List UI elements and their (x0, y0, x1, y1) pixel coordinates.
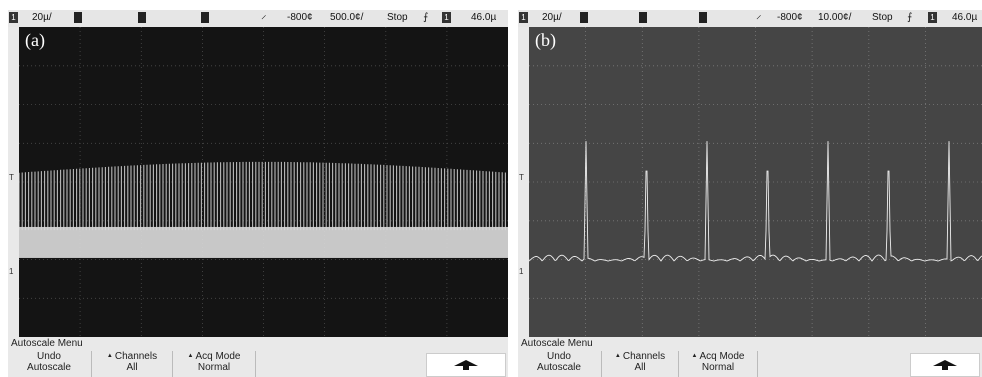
panel-label: (b) (535, 30, 556, 50)
channel-indicator[interactable]: 1 (519, 12, 528, 23)
waveform-trace (529, 141, 982, 262)
waveform-screen: (b) (529, 27, 982, 337)
softkey-row: Undo Autoscale ▲ Channels All ▲ Acq Mode N… (518, 351, 982, 377)
trace-band (19, 226, 508, 258)
trigger-level[interactable]: 46.0µ (471, 12, 497, 23)
empty-softkey[interactable] (757, 351, 908, 377)
waveform-display (529, 27, 982, 337)
rising-edge-icon: ⸍ (261, 14, 267, 26)
trigger-level[interactable]: 46.0µ (952, 12, 978, 23)
undo-autoscale-softkey[interactable]: Undo Autoscale (8, 351, 90, 377)
channel-2-block (74, 12, 82, 23)
softkey-line1: Channels (114, 351, 158, 362)
time-per-div[interactable]: 500.0¢/ (330, 12, 364, 23)
marker-strip: T 1 (8, 27, 19, 337)
marker-strip: T 1 (518, 27, 529, 337)
channels-softkey[interactable]: ▲ Channels All (91, 351, 172, 377)
volts-per-div[interactable]: 20µ/ (542, 12, 562, 23)
softkey-line1: Channels (622, 351, 666, 362)
waveform-display (19, 27, 508, 337)
status-bar: 1 20µ/ ⸍ -800¢ 10.00¢/ Stop ⨍ 1 46.0µ (518, 10, 982, 27)
softkey-line2: Autoscale (537, 362, 581, 373)
status-bar: 1 20µ/ ⸍ -800¢ 500.0¢/ Stop ⨍ 1 46.0µ (8, 10, 508, 27)
softkey-line1: Acq Mode (699, 351, 745, 362)
softkey-line1: Acq Mode (195, 351, 241, 362)
waveform-trace (19, 161, 508, 258)
channel-indicator[interactable]: 1 (9, 12, 18, 23)
softkey-line2: All (126, 362, 138, 373)
triangle-up-icon: ▲ (106, 353, 113, 359)
graticule (19, 27, 508, 337)
volts-per-div[interactable]: 20µ/ (32, 12, 52, 23)
trigger-level-marker: T (9, 173, 14, 182)
trigger-icon: ⨍ (423, 12, 429, 23)
acq-mode-softkey[interactable]: ▲ Acq Mode Normal (678, 351, 757, 377)
run-state[interactable]: Stop (872, 12, 893, 23)
channel-4-block (201, 12, 209, 23)
softkey-line1: Undo (547, 351, 571, 362)
oscilloscope-panel-b: 1 20µ/ ⸍ -800¢ 10.00¢/ Stop ⨍ 1 46.0µ T … (518, 10, 982, 377)
trigger-icon: ⨍ (907, 12, 913, 23)
oscilloscope-panel-a: 1 20µ/ ⸍ -800¢ 500.0¢/ Stop ⨍ 1 46.0µ T … (8, 10, 508, 377)
trigger-level-marker: T (519, 173, 524, 182)
run-state[interactable]: Stop (387, 12, 408, 23)
menu-title: Autoscale Menu (521, 338, 593, 349)
softkey-row: Undo Autoscale ▲ Channels All ▲ Acq Mode N… (8, 351, 508, 377)
ground-marker: 1 (9, 267, 14, 276)
trigger-channel[interactable]: 1 (928, 12, 937, 23)
triangle-up-icon: ▲ (614, 353, 621, 359)
trigger-delay[interactable]: -800¢ (287, 12, 313, 23)
undo-autoscale-softkey[interactable]: Undo Autoscale (518, 351, 600, 377)
triangle-up-icon: ▲ (187, 353, 194, 359)
softkey-line1: Undo (37, 351, 61, 362)
up-arrow-softkey[interactable] (426, 353, 506, 377)
menu-title: Autoscale Menu (11, 338, 83, 349)
screen-background (529, 27, 982, 337)
up-arrow-icon (454, 360, 478, 370)
trigger-delay[interactable]: -800¢ (777, 12, 803, 23)
softkey-line2: Autoscale (27, 362, 71, 373)
softkey-line2: Normal (197, 362, 231, 373)
channel-3-block (639, 12, 647, 23)
softkey-line2: All (634, 362, 646, 373)
channel-2-block (580, 12, 588, 23)
channel-3-block (138, 12, 146, 23)
softkey-line2: Normal (701, 362, 735, 373)
trace-envelope (19, 161, 506, 231)
rising-edge-icon: ⸍ (756, 14, 762, 26)
panel-label: (a) (25, 30, 45, 50)
ground-marker: 1 (519, 267, 524, 276)
time-per-div[interactable]: 10.00¢/ (818, 12, 852, 23)
waveform-screen: (a) (19, 27, 508, 337)
acq-mode-softkey[interactable]: ▲ Acq Mode Normal (172, 351, 255, 377)
empty-softkey[interactable] (255, 351, 426, 377)
trigger-channel[interactable]: 1 (442, 12, 451, 23)
up-arrow-softkey[interactable] (910, 353, 980, 377)
channel-4-block (699, 12, 707, 23)
up-arrow-icon (933, 360, 957, 370)
channels-softkey[interactable]: ▲ Channels All (601, 351, 678, 377)
triangle-up-icon: ▲ (691, 353, 698, 359)
